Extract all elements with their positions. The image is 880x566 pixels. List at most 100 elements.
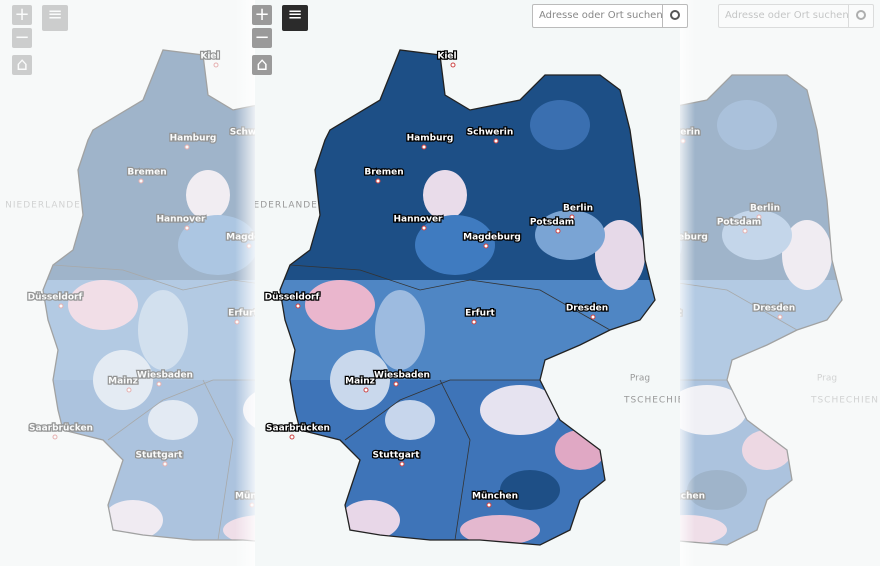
city-dot (486, 502, 492, 508)
region (43, 280, 260, 380)
legend-button[interactable]: ≡ (42, 5, 68, 31)
region (460, 515, 540, 545)
city-labels: Kiel Hamburg Schwerin Bremen Hannover Berlin P… (263, 50, 609, 508)
search-placeholder: Adresse oder Ort suchen (539, 10, 662, 21)
region (480, 385, 560, 435)
region (330, 350, 390, 410)
state-border (289, 264, 611, 541)
country-label: Prag (817, 374, 837, 384)
search-button[interactable] (848, 5, 873, 27)
city-dot (58, 303, 64, 309)
city-dot (493, 138, 499, 144)
city-dot (483, 243, 489, 249)
home-button[interactable]: ⌂ (12, 55, 32, 75)
city-label: Berlin (750, 204, 780, 214)
city-dot (590, 314, 596, 320)
city-dot (450, 62, 456, 68)
region (385, 400, 435, 440)
region (717, 100, 777, 150)
city-label: Wiesbaden (137, 371, 193, 381)
city-label: Mainz (108, 377, 138, 387)
city-dot (471, 319, 477, 325)
city-label: Potsdam (530, 218, 574, 228)
city-label: Hamburg (407, 134, 454, 144)
search-placeholder: Adresse oder Ort suchen (725, 10, 848, 21)
city-dot (569, 214, 575, 220)
city-label: Hamburg (170, 134, 217, 144)
region (535, 210, 605, 260)
region (687, 470, 747, 510)
region (415, 215, 495, 275)
city-label: Magdeburg (463, 233, 521, 243)
city-label: Hannover (393, 215, 443, 225)
search-box[interactable]: Adresse oder Ort suchen (532, 4, 688, 28)
country-label: NIEDERLANDE (242, 201, 318, 211)
city-dot (184, 144, 190, 150)
country-label: TSCHECHIEN (623, 396, 692, 406)
city-dot (421, 144, 427, 150)
city-dot (363, 387, 369, 393)
city-dot (756, 214, 762, 220)
city-dot (375, 178, 381, 184)
city-label: Bremen (364, 168, 403, 178)
region (782, 220, 832, 290)
region (103, 500, 163, 540)
region (68, 280, 138, 330)
country-label: Prag (630, 374, 650, 384)
city-label: Dresden (566, 304, 608, 314)
city-dot (138, 178, 144, 184)
region (93, 350, 153, 410)
city-label: Erfurt (465, 309, 495, 319)
city-dot (399, 461, 405, 467)
region (186, 170, 230, 220)
country-label: TSCHECHIEN (810, 396, 879, 406)
zoom-out[interactable]: − (12, 28, 32, 48)
zoom-in[interactable]: + (12, 5, 32, 25)
city-label: Düsseldorf (265, 293, 320, 303)
region (722, 210, 792, 260)
region (530, 100, 590, 150)
city-dot (156, 381, 162, 387)
legend-button[interactable]: ≡ (282, 5, 308, 31)
city-label: Saarbrücken (266, 424, 330, 434)
region (375, 290, 425, 370)
city-dot (555, 228, 561, 234)
zoom-in[interactable]: + (252, 5, 272, 25)
search-box[interactable]: Adresse oder Ort suchen (718, 4, 874, 28)
map-panel-center: Kiel Hamburg Schwerin Bremen Hannover Berlin P… (242, 0, 692, 566)
home-button[interactable]: ⌂ (252, 55, 272, 75)
zoom-out[interactable]: − (252, 28, 272, 48)
city-dot (162, 461, 168, 467)
region (148, 400, 198, 440)
city-dot (393, 381, 399, 387)
city-label: Stuttgart (372, 451, 420, 461)
region (500, 470, 560, 510)
search-button[interactable] (662, 5, 687, 27)
city-label: Kiel (200, 52, 219, 62)
city-label: Potsdam (717, 218, 761, 228)
city-dot (742, 228, 748, 234)
city-label: Stuttgart (135, 451, 183, 461)
city-label: Wiesbaden (374, 371, 430, 381)
city-label: Berlin (563, 204, 593, 214)
region (305, 280, 375, 330)
city-dot (777, 314, 783, 320)
region (595, 220, 645, 290)
city-dot (295, 303, 301, 309)
city-dot (289, 434, 295, 440)
city-dot (126, 387, 132, 393)
city-label: Bremen (127, 168, 166, 178)
city-label: München (472, 492, 518, 502)
city-dot (184, 225, 190, 231)
city-dot (213, 62, 219, 68)
city-dot (52, 434, 58, 440)
city-label: Schwerin (467, 128, 514, 138)
city-label: Mainz (345, 377, 375, 387)
city-label: Hannover (156, 215, 206, 225)
country-label: NIEDERLANDE (5, 201, 81, 211)
city-label: Dresden (753, 304, 795, 314)
region (423, 170, 467, 220)
city-label: Düsseldorf (28, 293, 83, 303)
